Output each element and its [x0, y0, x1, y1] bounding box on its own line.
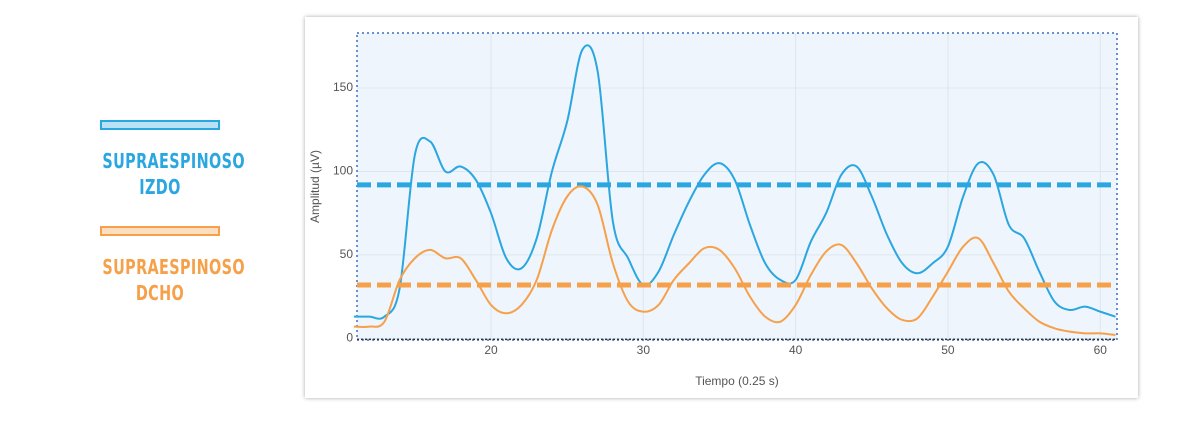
y-tick-label: 100	[333, 164, 353, 178]
legend-swatch	[100, 120, 220, 130]
y-tick-label: 150	[333, 80, 353, 94]
series-line	[353, 44, 1116, 320]
x-tick-label: 60	[1094, 343, 1108, 357]
x-axis-label: Tiempo (0.25 s)	[695, 374, 779, 388]
legend-item: SUPRAESPINOSO IZDO	[80, 120, 245, 200]
y-tick-label: 50	[340, 247, 354, 261]
y-tick-label: 0	[346, 331, 353, 345]
legend-label: SUPRAESPINOSO IZDO	[102, 149, 245, 199]
x-tick-label: 50	[941, 343, 955, 357]
series-line	[353, 185, 1116, 336]
x-tick-label: 20	[484, 343, 498, 357]
y-axis-label: Amplitud (µV)	[308, 150, 322, 223]
x-tick-label: 30	[637, 343, 651, 357]
x-tick-label: 40	[789, 343, 803, 357]
legend-swatch	[100, 226, 220, 236]
legend-item: SUPRAESPINOSO DCHO	[80, 226, 245, 306]
